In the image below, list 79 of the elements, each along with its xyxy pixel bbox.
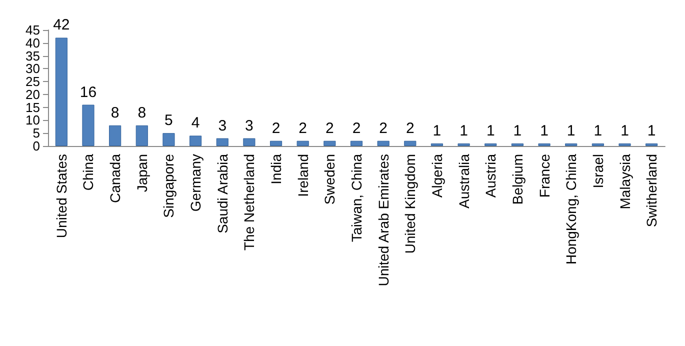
data-label: 2 — [326, 120, 334, 137]
x-tick-label: Ireland — [294, 154, 311, 197]
x-tick-label: Sweden — [322, 154, 338, 205]
bar — [646, 143, 658, 146]
data-label: 4 — [191, 114, 200, 132]
data-label: 1 — [540, 122, 548, 140]
bar — [458, 143, 470, 146]
x-tick-label: Switherland — [644, 154, 660, 228]
data-label: 1 — [513, 122, 522, 140]
data-label: 1 — [620, 122, 629, 140]
x-tick-label: Japan — [134, 154, 150, 192]
bar — [538, 143, 550, 146]
bar — [216, 138, 228, 146]
data-label: 8 — [110, 104, 120, 122]
x-tick-label: Germany — [188, 154, 204, 212]
y-tick-label: 40 — [26, 35, 40, 50]
bar — [592, 143, 604, 146]
y-tick-label: 20 — [26, 86, 40, 102]
bar — [565, 143, 578, 146]
bar — [296, 140, 309, 146]
data-label: 2 — [379, 120, 388, 137]
x-tick-label: United Arab Emirates — [375, 154, 392, 286]
bar — [162, 133, 175, 146]
x-tick-label: Belgium — [509, 154, 526, 205]
x-tick-label: France — [536, 154, 552, 198]
x-tick-label: United Kingdom — [402, 154, 418, 254]
y-tick-label: 15 — [26, 100, 40, 115]
x-tick-label: Singapore — [160, 154, 177, 218]
bar — [404, 140, 416, 146]
bar — [618, 143, 631, 146]
bar — [324, 140, 336, 146]
x-tick-label: HongKong, China — [563, 154, 580, 265]
bar — [136, 125, 148, 146]
bar — [377, 140, 390, 146]
bar — [430, 143, 444, 146]
data-label: 2 — [406, 120, 414, 137]
data-label: 1 — [460, 122, 468, 140]
y-tick-label: 10 — [26, 112, 40, 128]
bar — [350, 140, 363, 146]
data-label: 8 — [138, 104, 146, 122]
x-tick-label: Canada — [107, 154, 124, 204]
y-tick-label: 35 — [26, 48, 40, 64]
x-tick-label: United States — [53, 154, 70, 238]
data-label: 1 — [486, 122, 495, 140]
y-tick-label: 5 — [32, 126, 40, 141]
x-tick-label: Algeria — [428, 154, 445, 198]
bar — [270, 140, 282, 146]
bar — [82, 104, 94, 146]
x-tick-label: Austria — [482, 154, 499, 198]
data-label: 2 — [298, 120, 308, 137]
data-label: 16 — [80, 84, 97, 101]
y-tick-label: 30 — [26, 61, 40, 76]
x-tick-label: Malaysia — [616, 154, 633, 210]
x-tick-label: India — [268, 154, 284, 184]
data-label: 2 — [352, 120, 361, 137]
x-tick-label: The Netherland — [241, 154, 258, 251]
x-tick-label: Taiwan, China — [348, 154, 364, 242]
bar — [190, 136, 202, 146]
x-tick-label: Israel — [590, 154, 606, 188]
bar — [55, 38, 68, 146]
data-label: 5 — [164, 112, 173, 130]
bar — [243, 138, 256, 146]
data-label: 1 — [432, 122, 442, 140]
x-tick-label: China — [80, 154, 96, 191]
data-label: 42 — [53, 16, 70, 34]
y-tick-label: 25 — [26, 74, 40, 90]
x-tick-label: Saudi Arabia — [214, 154, 230, 234]
bar — [484, 143, 497, 146]
bar — [109, 125, 122, 146]
data-label: 1 — [647, 122, 656, 140]
bar — [511, 143, 524, 146]
y-tick-label: 45 — [26, 22, 40, 38]
data-label: 3 — [245, 117, 254, 134]
data-label: 2 — [272, 120, 280, 137]
data-label: 1 — [566, 122, 576, 140]
x-tick-label: Australia — [456, 154, 472, 208]
y-tick-label: 0 — [32, 138, 40, 154]
data-label: 3 — [218, 117, 227, 134]
data-label: 1 — [594, 122, 602, 140]
